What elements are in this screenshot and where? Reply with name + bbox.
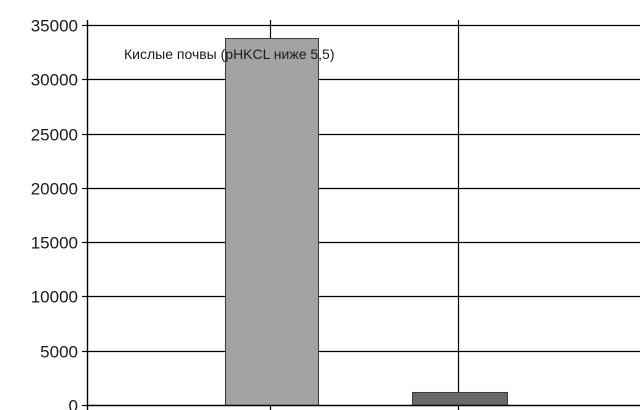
y-tick-label-0: 0	[69, 397, 78, 410]
grid-lines	[87, 20, 640, 410]
y-tick-label-10000: 10000	[31, 288, 78, 307]
y-tick-label-15000: 15000	[31, 234, 78, 253]
y-tick-label-35000: 35000	[31, 17, 78, 36]
y-tick-label-25000: 25000	[31, 126, 78, 145]
y-tick-label-5000: 5000	[40, 343, 78, 362]
axes	[82, 20, 640, 410]
chart-annotation: Кислые почвы (pHKCL ниже 5,5)	[124, 46, 335, 62]
bar-2	[412, 391, 508, 407]
y-tick-label-20000: 20000	[31, 180, 78, 199]
bar-1	[225, 38, 319, 407]
y-tick-label-30000: 30000	[31, 71, 78, 90]
y-tick-labels: 0 5000 10000 15000 20000 25000 30000 35000	[31, 17, 78, 410]
bars	[225, 38, 508, 407]
